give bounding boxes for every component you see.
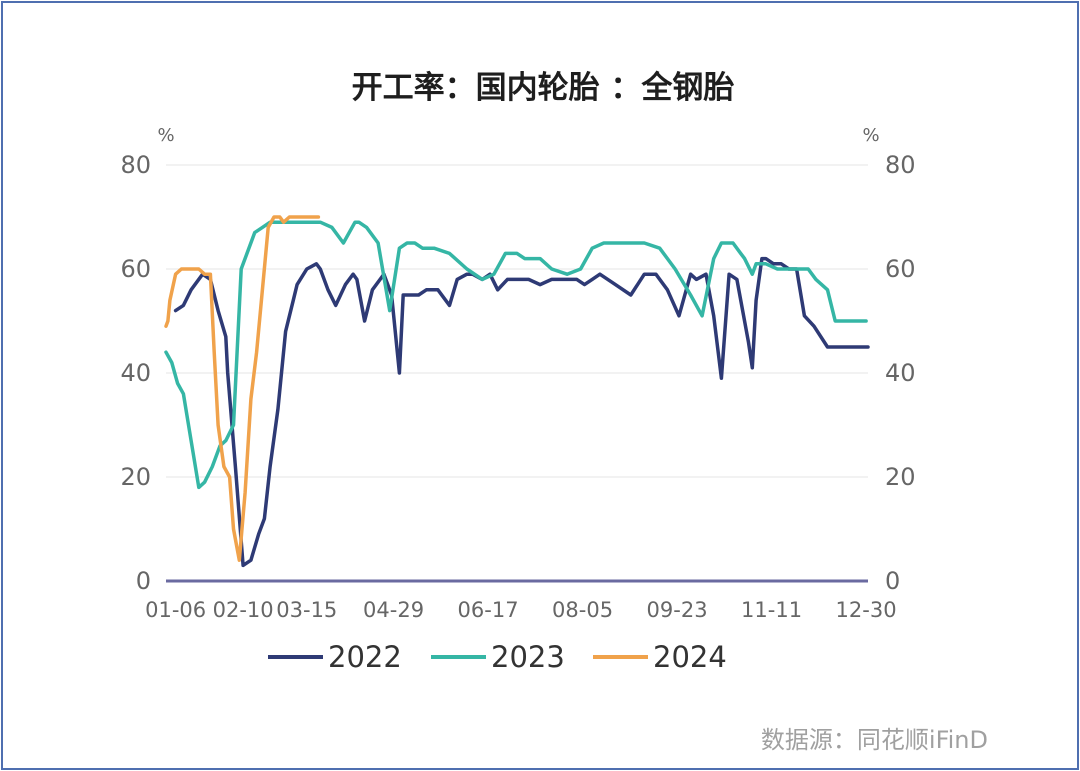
legend-label-2022: 2022 xyxy=(328,640,402,674)
legend-label-2024: 2024 xyxy=(653,640,727,674)
y-tick-left-0: 0 xyxy=(136,567,151,595)
legend: 2022 2023 2024 xyxy=(268,640,727,674)
series-line-2022 xyxy=(173,256,870,568)
x-tick-01-06: 01-06 xyxy=(145,598,206,622)
x-tick-11-11: 11-11 xyxy=(741,598,802,622)
x-tick-06-17: 06-17 xyxy=(458,598,519,622)
series-line-2024 xyxy=(164,215,321,562)
grid-lines xyxy=(166,164,868,583)
x-tick-04-29: 04-29 xyxy=(363,598,424,622)
y-tick-right-40: 40 xyxy=(885,359,916,387)
data-source-label: 数据源：同花顺iFinD xyxy=(761,726,988,754)
y-tick-right-0: 0 xyxy=(885,567,900,595)
y-axis-unit-right: % xyxy=(862,125,879,146)
x-tick-12-30: 12-30 xyxy=(836,598,897,622)
y-tick-left-80: 80 xyxy=(120,151,151,179)
y-tick-left-40: 40 xyxy=(120,359,151,387)
chart-svg: 开工率：国内轮胎 ：全钢胎 % % 0 0 20 20 40 40 60 60 80 80 01-… xyxy=(120,70,988,754)
x-tick-02-10: 02-10 xyxy=(213,598,274,622)
legend-item-2024: 2024 xyxy=(593,640,727,674)
y-tick-right-80: 80 xyxy=(885,151,916,179)
series-line-2023 xyxy=(164,220,868,490)
legend-label-2023: 2023 xyxy=(491,640,565,674)
legend-item-2023: 2023 xyxy=(431,640,565,674)
x-tick-09-23: 09-23 xyxy=(647,598,708,622)
y-tick-labels: 0 0 20 20 40 40 60 60 80 80 xyxy=(120,151,915,595)
chart-title: 开工率：国内轮胎 ：全钢胎 xyxy=(352,70,735,106)
y-tick-left-20: 20 xyxy=(120,463,151,491)
y-tick-right-20: 20 xyxy=(885,463,916,491)
y-tick-left-60: 60 xyxy=(120,255,151,283)
x-tick-03-15: 03-15 xyxy=(276,598,337,622)
x-tick-labels: 01-06 02-10 03-15 04-29 06-17 08-05 09-23 11-11… xyxy=(145,598,896,622)
x-tick-08-05: 08-05 xyxy=(552,598,613,622)
legend-item-2022: 2022 xyxy=(268,640,402,674)
y-tick-right-60: 60 xyxy=(885,255,916,283)
y-axis-unit-left: % xyxy=(157,125,174,146)
series-lines xyxy=(164,215,870,568)
